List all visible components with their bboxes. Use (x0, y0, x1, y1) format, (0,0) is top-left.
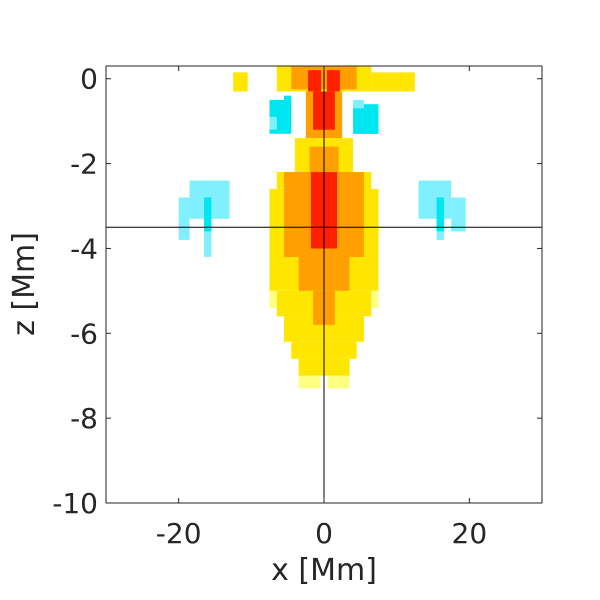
y-tick-label: -8 (70, 402, 98, 435)
heatmap-cell-34 (418, 180, 452, 219)
heatmap-cell-27 (269, 116, 277, 130)
axis-ticks: -20 0 20 0 -2 -4 -6 -8 -10 (52, 63, 542, 550)
heatmap-cell-22 (298, 375, 321, 389)
heatmap-cell-31 (178, 197, 190, 240)
heatmap-cell-35 (451, 197, 466, 232)
heatmap-cell-7 (371, 72, 415, 92)
x-axis-label: x [Mm] (271, 553, 377, 588)
heatmap-cell-4 (326, 70, 340, 92)
heatmap-cell-33 (204, 197, 212, 232)
y-tick-label: 0 (80, 63, 98, 96)
heatmap-cell-26 (284, 95, 292, 105)
heatmap-cell-3 (308, 70, 322, 92)
heatmap-cell-17 (269, 290, 277, 308)
heatmap-cell-18 (371, 290, 379, 308)
x-tick-label: 0 (315, 517, 333, 550)
heatmap-cell-23 (327, 375, 350, 389)
y-tick-label: -4 (70, 232, 98, 265)
crosshair (106, 66, 542, 503)
x-tick-label: 20 (452, 517, 488, 550)
heatmap-cell-29 (353, 99, 364, 109)
y-tick-label: -2 (70, 148, 98, 181)
y-axis-label: z [Mm] (7, 232, 42, 336)
heatmap-cell-32 (204, 218, 212, 257)
y-tick-label: -6 (70, 317, 98, 350)
heatmap-cell-0 (233, 72, 248, 92)
heatmap-cell-37 (436, 197, 444, 232)
x-tick-label: -20 (156, 517, 202, 550)
y-tick-label: -10 (52, 487, 98, 520)
heatmap-cell-28 (353, 104, 379, 134)
